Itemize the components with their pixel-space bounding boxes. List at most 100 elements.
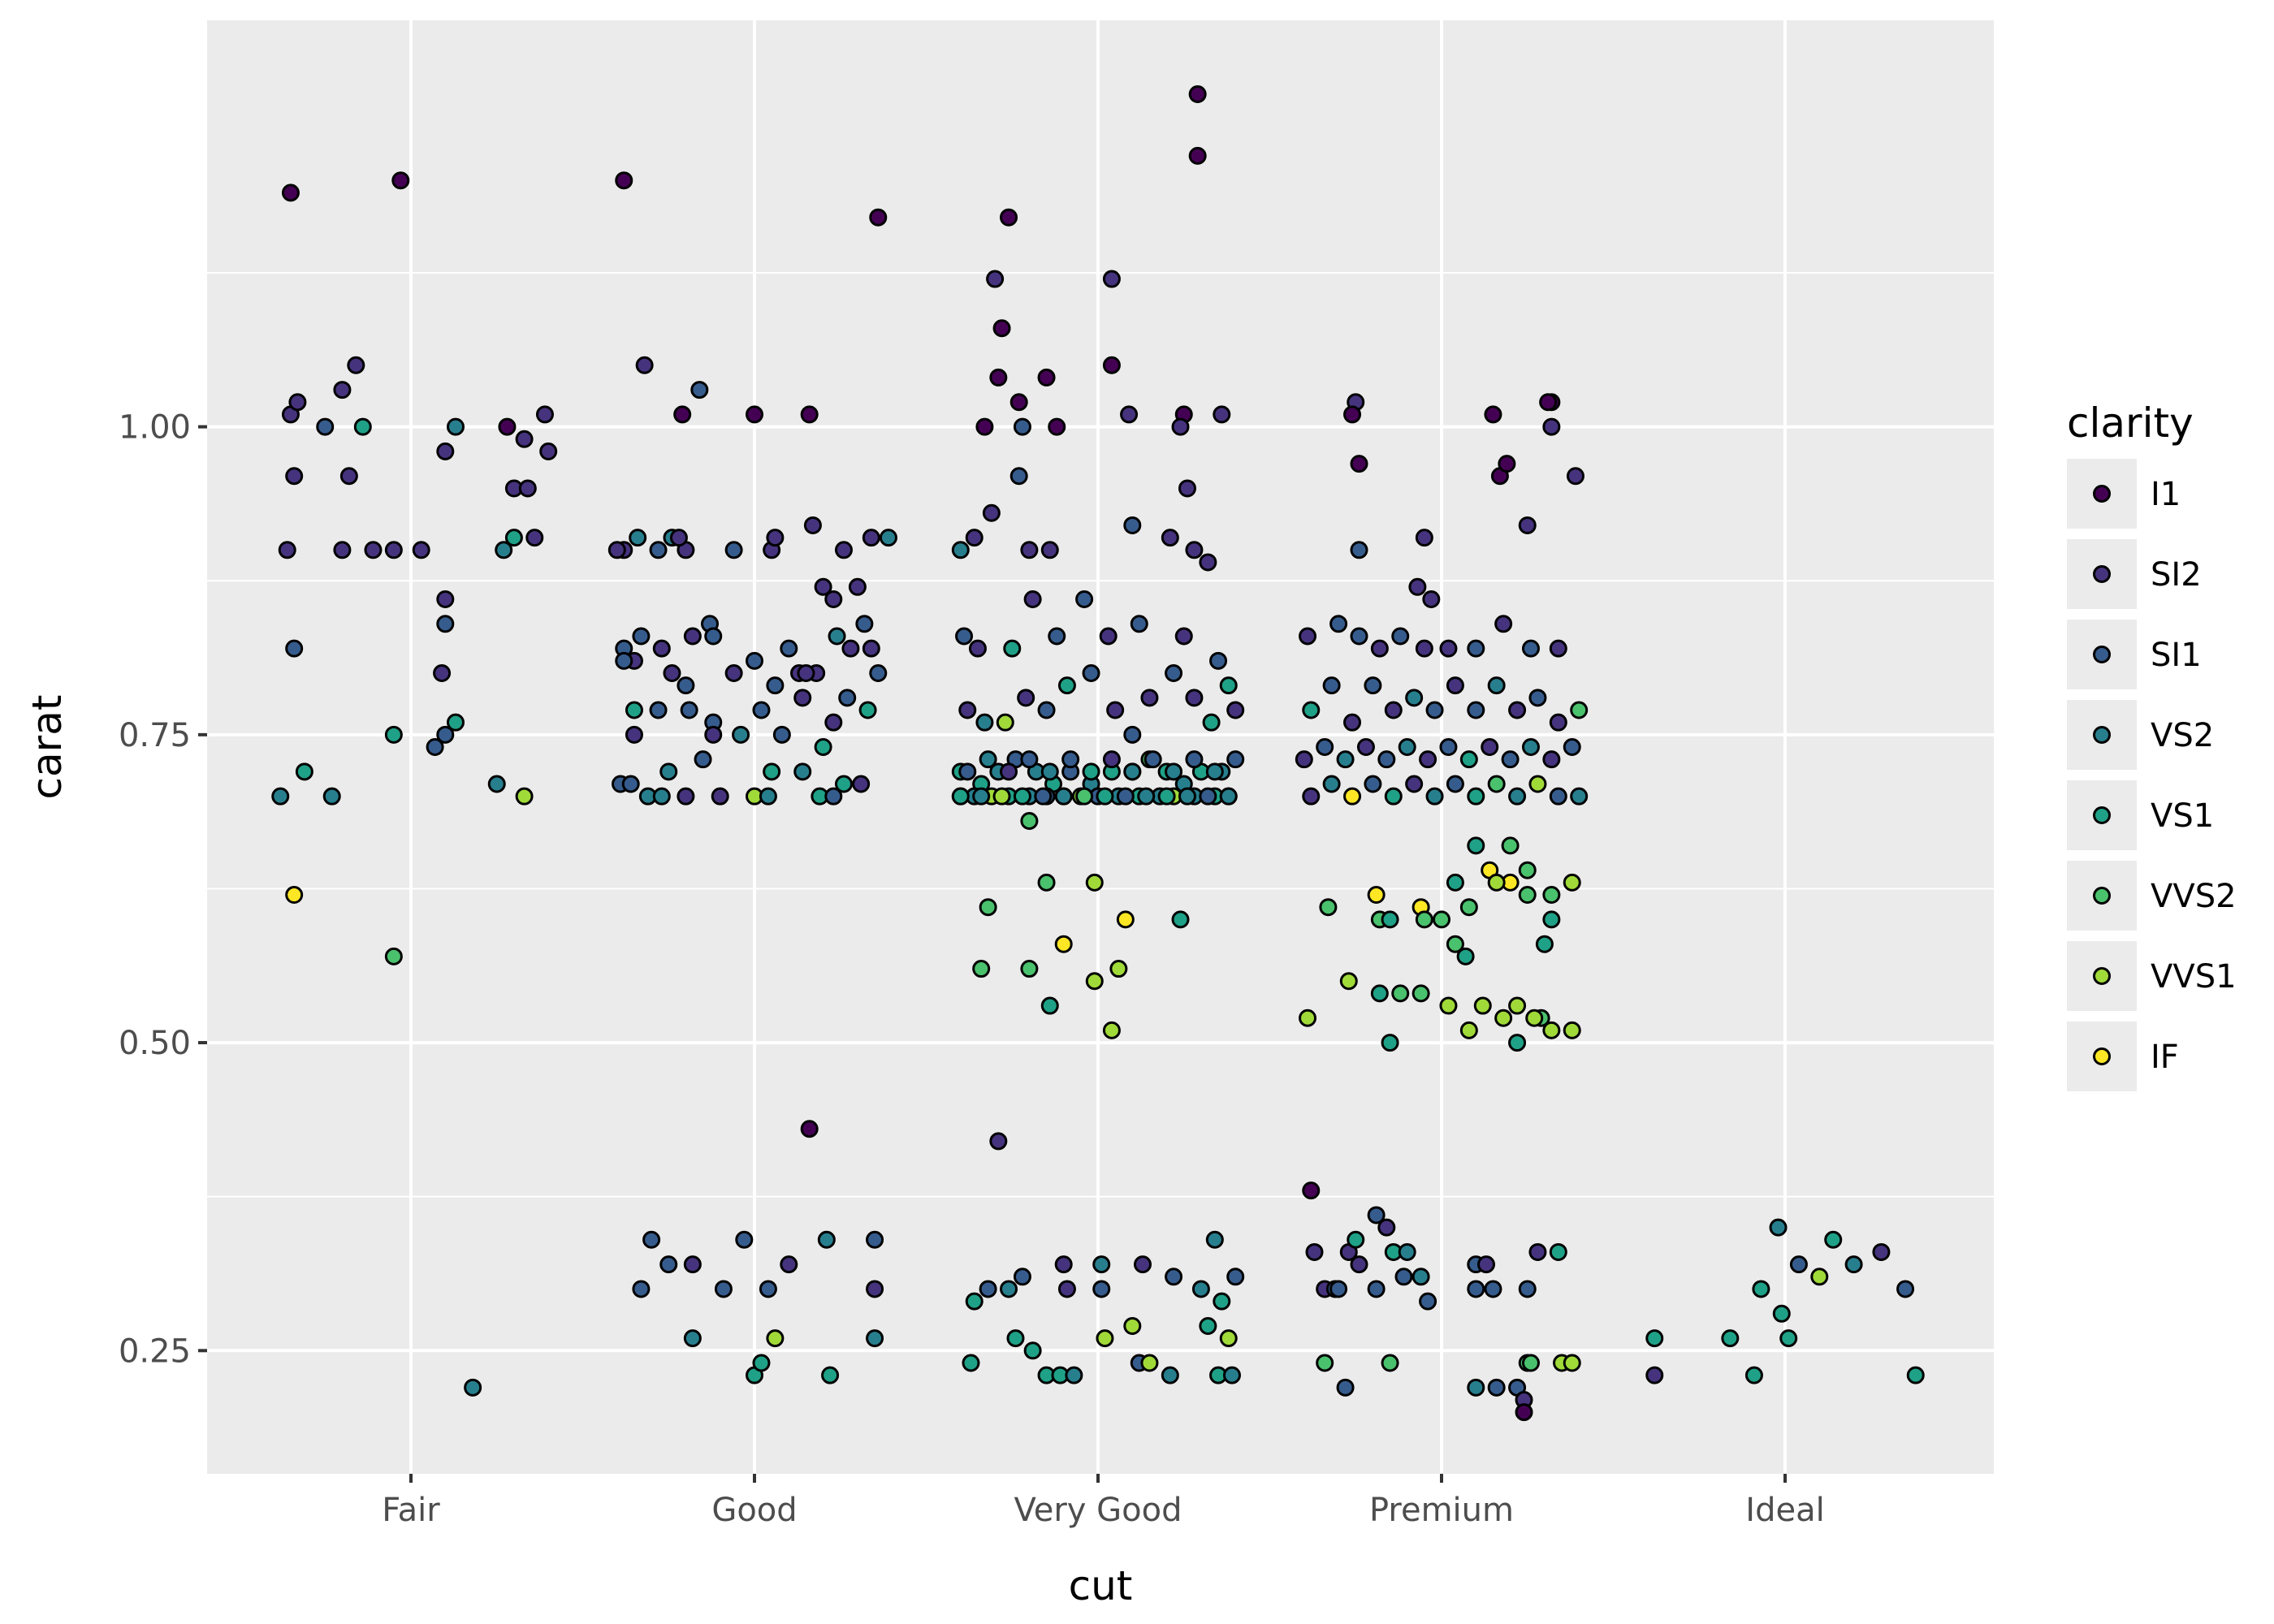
scatter-point [1563,1021,1581,1039]
legend-label: IF [2151,1039,2179,1076]
scatter-point [1467,639,1485,658]
scatter-point [1508,996,1527,1015]
scatter-point [763,762,781,781]
scatter-point [968,639,987,658]
scatter-point [515,787,534,806]
scatter-point [1370,984,1389,1003]
scatter-point [1367,886,1386,905]
scatter-point [446,713,465,732]
scatter-point [1219,787,1238,806]
scatter-point [1096,787,1114,806]
y-tick-label: 0.75 [119,717,191,754]
scatter-point [979,1280,997,1298]
scatter-point [1381,1034,1399,1052]
legend-label: I1 [2151,476,2181,513]
scatter-point [1178,787,1196,806]
scatter-point [1213,1292,1231,1311]
scatter-point [669,529,688,547]
scatter-point [625,725,643,744]
scatter-point [1459,898,1478,917]
scatter-point [1000,208,1018,227]
scatter-point [1013,787,1031,806]
scatter-point [1487,1378,1506,1397]
scatter-point [1336,750,1355,769]
scatter-point [848,577,867,596]
scatter-point [1487,775,1506,793]
scatter-point [1539,393,1558,412]
scatter-point [1484,405,1502,424]
scatter-point [1542,910,1561,929]
scatter-point [1501,750,1520,769]
scatter-point [975,417,994,436]
scatter-point [1123,516,1142,534]
scatter-point [1391,627,1410,646]
scatter-point [1157,787,1176,806]
scatter-point [1844,1255,1863,1274]
scatter-point [766,1329,785,1348]
scatter-point [1023,590,1042,608]
scatter-point [285,886,304,905]
legend-swatch [2093,887,2111,905]
scatter-point [1906,1366,1925,1384]
scatter-point [759,787,777,806]
scatter-point [975,713,994,732]
scatter-point [285,467,304,486]
scatter-point [1896,1280,1915,1298]
scatter-point [1542,417,1561,436]
scatter-point [1020,960,1039,978]
scatter-point [1535,935,1554,953]
scatter-point [1219,1329,1238,1348]
scatter-point [1009,467,1028,486]
scatter-point [278,541,296,559]
scatter-point [1133,1255,1152,1274]
scatter-point [1439,996,1458,1015]
scatter-point [1422,590,1441,608]
scatter-point [1199,1316,1217,1335]
scatter-point [1020,812,1039,831]
scatter-point [632,627,651,646]
y-tick-label: 1.00 [119,409,191,447]
scatter-point [1316,738,1334,756]
scatter-point [1339,972,1358,991]
legend-label: SI2 [2151,556,2202,594]
scatter-point [288,393,307,412]
scatter-point [746,405,763,424]
scatter-point [1061,750,1080,769]
legend-swatch [2093,1047,2111,1065]
scatter-point [353,417,372,436]
scatter-point [694,750,712,769]
scatter-point [1528,689,1547,707]
scatter-point [615,651,633,670]
scatter-point [1020,541,1039,559]
scatter-point [1789,1255,1808,1274]
scatter-point [539,442,558,460]
scatter-point [1165,762,1183,781]
scatter-point [800,405,819,424]
scatter-point [1329,1280,1348,1298]
scatter-point [635,356,654,374]
scatter-point [285,639,304,658]
scatter-point [412,541,430,559]
scatter-point [824,713,843,732]
scatter-point [1102,270,1121,288]
scatter-point [1171,417,1190,436]
scatter-point [1054,1255,1073,1274]
scatter-point [1563,1354,1581,1372]
scatter-point [732,725,750,744]
scatter-point [793,762,812,781]
scatter-point [1487,676,1506,695]
scatter-point [535,405,554,424]
scatter-point [1188,85,1207,104]
scatter-point [1521,738,1540,756]
scatter-point [1521,1354,1540,1372]
scatter-point [322,787,341,806]
scatter-point [1384,787,1403,806]
scatter-point [1006,1329,1025,1348]
scatter-point [1057,676,1076,695]
scatter-point [855,615,874,633]
scatter-point [866,1230,884,1249]
scatter-point [951,541,970,559]
scatter-point [1123,1316,1142,1335]
scatter-point [869,208,888,227]
